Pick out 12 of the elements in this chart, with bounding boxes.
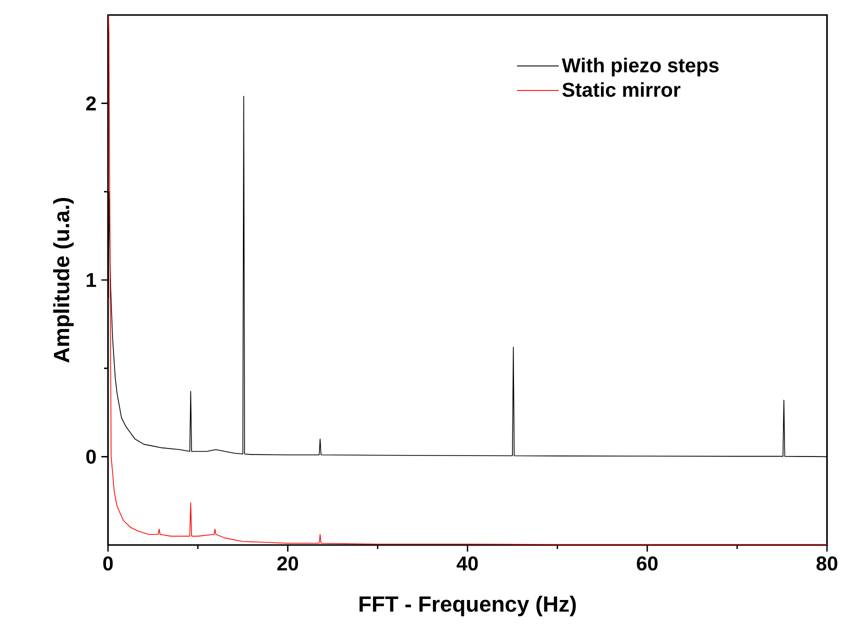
x-tick-label: 20 — [277, 556, 298, 571]
y-tick-label: 2 — [86, 96, 96, 110]
x-tick-label: 0 — [103, 556, 113, 571]
legend-label: Static mirror — [562, 82, 680, 97]
x-tick-label: 80 — [816, 556, 838, 571]
x-axis-title: FFT - Frequency (Hz) — [360, 596, 576, 616]
legend-label: With piezo steps — [562, 58, 719, 76]
y-tick-label: 1 — [86, 273, 96, 287]
y-tick-label: 0 — [86, 450, 96, 464]
x-tick-label: 40 — [456, 556, 478, 571]
y-axis-title: Amplitude (u.a.) — [53, 198, 74, 363]
x-tick-label: 60 — [636, 556, 658, 571]
